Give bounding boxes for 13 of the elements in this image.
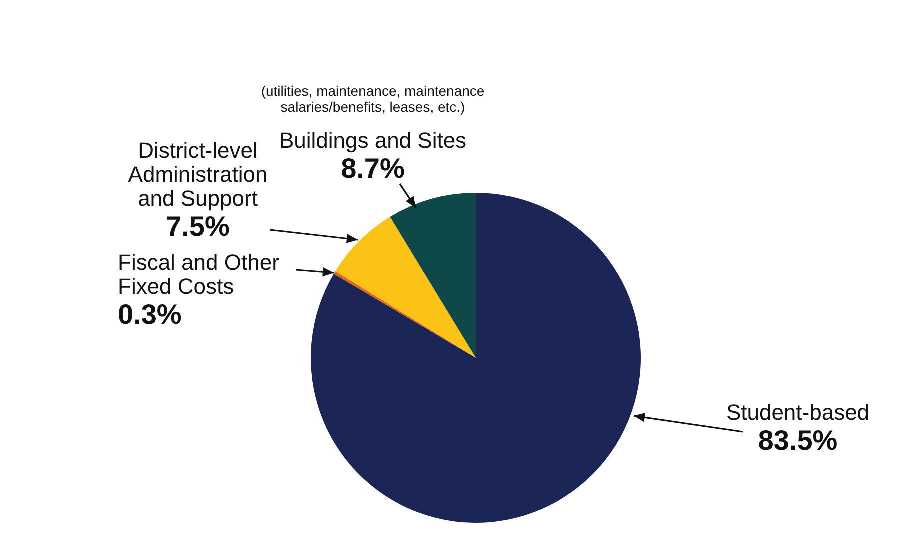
pie-slice <box>336 217 476 358</box>
slice-label: Student-based <box>726 400 870 425</box>
pie-slice <box>390 193 476 358</box>
slice-label: Fiscal and Other Fixed Costs <box>118 250 280 299</box>
data-label: 0.3% <box>118 299 182 330</box>
pie-slice <box>334 271 476 358</box>
text: (utilities, maintenance, maintenance salaries/benefits, leases, etc.) <box>261 83 485 115</box>
slice-label: District-level Administration and Support <box>128 138 268 211</box>
data-label: 83.5% <box>758 425 838 456</box>
data-label: 8.7% <box>341 153 406 184</box>
pie-slice <box>311 193 641 523</box>
data-label: 7.5% <box>166 211 230 242</box>
slice-label: Buildings and Sites <box>279 128 467 153</box>
